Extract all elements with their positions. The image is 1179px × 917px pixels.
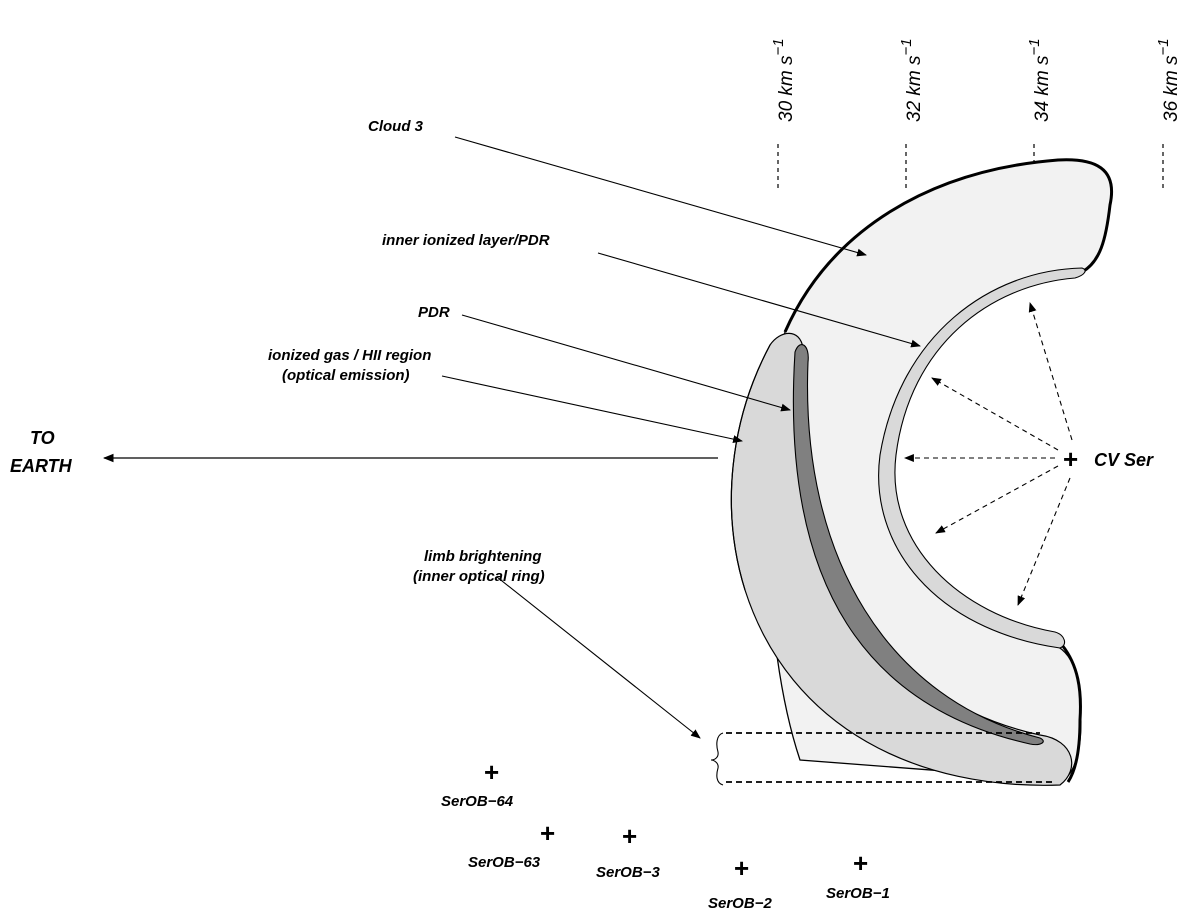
star-label-serob3: SerOB−3 [596, 864, 660, 881]
radiation-arrow-5 [1017, 477, 1071, 606]
limb-bracket [710, 732, 724, 786]
limb-dashed-lines [726, 732, 1055, 783]
label-to: TO [30, 428, 55, 448]
velocity-label-36: 36 km s−1 [1155, 38, 1179, 122]
radiation-arrow-1 [1028, 302, 1073, 441]
label-pdr: PDR [418, 304, 450, 321]
leader-cloud3 [454, 136, 867, 257]
leader-lines [441, 136, 921, 739]
leader-limb [496, 576, 701, 739]
velocity-label-32: 32 km s−1 [898, 38, 925, 122]
cv-ser-radiation-arrows [904, 302, 1073, 606]
star-marker-serob2: + [734, 853, 749, 883]
star-label-serob1: SerOB−1 [826, 885, 890, 902]
cloud-left-limb [730, 344, 771, 591]
radiation-arrow-2 [931, 377, 1059, 451]
leader-pdr [461, 314, 791, 412]
cloud-outer-boundary [783, 158, 1113, 333]
label-cv-ser: CV Ser [1094, 450, 1154, 470]
velocity-label-34: 34 km s−1 [1026, 38, 1053, 122]
star-label-serob64: SerOB−64 [441, 793, 514, 810]
cv-ser-star-marker: + [1063, 444, 1078, 474]
star-marker-serob1: + [853, 848, 868, 878]
label-ionized-gas: ionized gas / HII region [268, 347, 431, 364]
cloud-lower-boundary [1060, 644, 1082, 783]
label-inner-ionized-layer: inner ionized layer/PDR [382, 232, 550, 249]
star-marker-serob63: + [540, 818, 555, 848]
velocity-label-30: 30 km s−1 [770, 38, 797, 122]
label-optical-emission: (optical emission) [282, 367, 410, 384]
star-label-serob63: SerOB−63 [468, 854, 541, 871]
label-earth: EARTH [10, 456, 73, 476]
radiation-arrow-4 [935, 465, 1059, 534]
label-inner-optical-ring: (inner optical ring) [413, 568, 545, 585]
ob-stars: + SerOB−64 + SerOB−63 + SerOB−3 + SerOB−… [441, 757, 890, 912]
inner-ionized-layer [878, 267, 1086, 649]
star-marker-serob3: + [622, 821, 637, 851]
pdr-band [792, 343, 1044, 746]
star-marker-serob64: + [484, 757, 499, 787]
star-label-serob2: SerOB−2 [708, 895, 772, 912]
label-limb-brightening: limb brightening [424, 548, 542, 565]
label-cloud3: Cloud 3 [368, 118, 424, 135]
leader-inner-layer [597, 252, 921, 348]
leader-ionized [441, 375, 743, 443]
